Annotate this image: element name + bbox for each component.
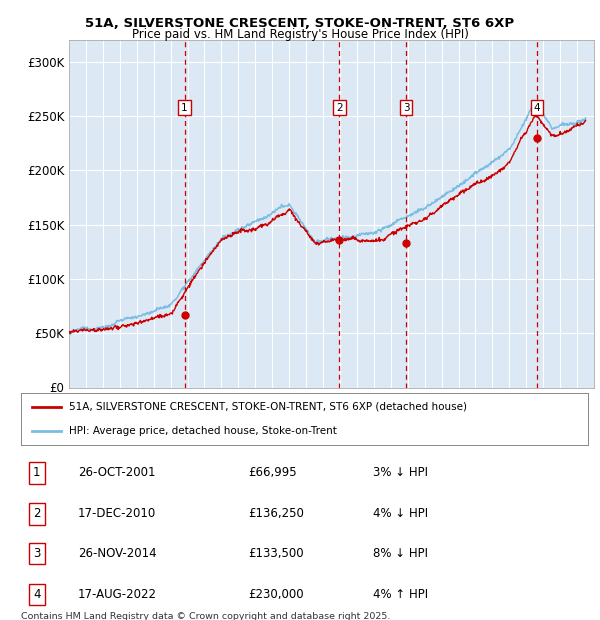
Text: Contains HM Land Registry data © Crown copyright and database right 2025.
This d: Contains HM Land Registry data © Crown c…	[21, 612, 391, 620]
Text: HPI: Average price, detached house, Stoke-on-Trent: HPI: Average price, detached house, Stok…	[69, 426, 337, 436]
Text: 51A, SILVERSTONE CRESCENT, STOKE-ON-TRENT, ST6 6XP: 51A, SILVERSTONE CRESCENT, STOKE-ON-TREN…	[85, 17, 515, 30]
Text: £133,500: £133,500	[248, 547, 304, 560]
Text: 3% ↓ HPI: 3% ↓ HPI	[373, 466, 428, 479]
Text: 17-DEC-2010: 17-DEC-2010	[78, 508, 156, 520]
Text: 2: 2	[33, 508, 41, 520]
Text: £136,250: £136,250	[248, 508, 304, 520]
Text: 4% ↑ HPI: 4% ↑ HPI	[373, 588, 428, 601]
Text: £230,000: £230,000	[248, 588, 304, 601]
Text: 3: 3	[403, 102, 409, 113]
Text: 8% ↓ HPI: 8% ↓ HPI	[373, 547, 428, 560]
Text: Price paid vs. HM Land Registry's House Price Index (HPI): Price paid vs. HM Land Registry's House …	[131, 29, 469, 41]
Text: 4: 4	[533, 102, 540, 113]
Text: 4: 4	[33, 588, 41, 601]
Text: 17-AUG-2022: 17-AUG-2022	[78, 588, 157, 601]
Text: £66,995: £66,995	[248, 466, 296, 479]
Text: 51A, SILVERSTONE CRESCENT, STOKE-ON-TRENT, ST6 6XP (detached house): 51A, SILVERSTONE CRESCENT, STOKE-ON-TREN…	[69, 402, 467, 412]
Text: 4% ↓ HPI: 4% ↓ HPI	[373, 508, 428, 520]
Text: 26-OCT-2001: 26-OCT-2001	[78, 466, 155, 479]
Text: 1: 1	[33, 466, 41, 479]
Text: 2: 2	[336, 102, 343, 113]
Text: 3: 3	[33, 547, 41, 560]
Text: 1: 1	[181, 102, 188, 113]
Text: 26-NOV-2014: 26-NOV-2014	[78, 547, 157, 560]
